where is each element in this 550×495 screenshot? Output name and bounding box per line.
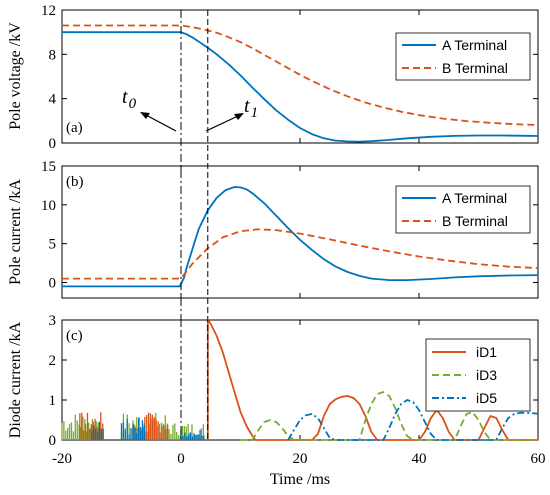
t0-arrow: [145, 114, 177, 132]
panel-tag-a: (a): [66, 120, 83, 136]
switching-noise-burst: [61, 414, 103, 440]
legend-a-label-b-terminal: B Terminal: [442, 60, 508, 76]
switching-noise-burst: [180, 429, 205, 440]
t0-label: t0: [122, 86, 137, 112]
t1-arrow: [205, 115, 239, 132]
legend-a-label-a-terminal: A Terminal: [442, 37, 507, 53]
series-b-terminal-a: [62, 24, 539, 126]
legend-c-label-id3: iD3: [476, 367, 497, 383]
series-id5-c: [287, 399, 539, 441]
legend-b-label-a-terminal: A Terminal: [442, 190, 507, 206]
x-tick-label: 20: [293, 451, 308, 467]
plot-area-c: 0 1 2 3 -20 0 20 40 60: [49, 313, 546, 467]
panel-tag-c: (c): [66, 328, 83, 344]
t0-arrowhead: [140, 112, 150, 119]
panel-b: 0 5 10 15 Pole current /kA (b) A Terminal B…: [7, 159, 539, 299]
legend-b: A Terminal B Terminal: [395, 185, 531, 234]
t1-label: t1: [244, 95, 258, 121]
y-tick-label-a: 12: [41, 3, 56, 19]
legend-c-label-id5: iD5: [476, 390, 497, 406]
x-tick-label: 40: [412, 451, 427, 467]
y-tick-label-b: 0: [49, 275, 57, 291]
panel-c: 0 1 2 3 -20 0 20 40 60 Diode current /kA (c) iD1…: [7, 313, 546, 488]
series-a-terminal-b: [62, 186, 539, 288]
y-tick-label-b: 5: [49, 237, 57, 253]
y-axis-label-a: Pole voltage /kV: [7, 22, 24, 130]
x-tick-label: 60: [531, 451, 546, 467]
y-tick-label-a: 8: [49, 47, 57, 63]
event-lines: [180, 10, 209, 440]
plot-area-a: 0 4 8 12: [41, 3, 539, 152]
switching-noise-burst: [91, 421, 104, 440]
series-a-terminal-a: [62, 31, 539, 143]
x-tick-label: -20: [52, 451, 72, 467]
x-axis-label: Time /ms: [270, 471, 330, 488]
panel-tag-b: (b): [66, 174, 84, 190]
series-id3-c: [240, 391, 538, 441]
y-tick-label-b: 15: [41, 159, 56, 175]
y-axis-label-c: Diode current /kA: [7, 321, 24, 438]
series-b-terminal-b: [62, 228, 539, 280]
x-tick-label: 0: [177, 451, 185, 467]
y-tick-label-c: 2: [49, 353, 57, 369]
legend-c-label-id1: iD1: [476, 344, 497, 360]
panel-a: 0 4 8 12 Pole voltage /kV (a) A Terminal B …: [7, 3, 539, 152]
legend-b-box: [395, 185, 531, 234]
legend-a: A Terminal B Terminal: [395, 32, 531, 81]
switching-noise-burst: [120, 418, 145, 440]
y-tick-label-a: 4: [49, 92, 57, 108]
time-markers: t0 t1: [122, 86, 258, 132]
y-tick-label-c: 1: [49, 393, 57, 409]
legend-b-label-b-terminal: B Terminal: [442, 213, 508, 229]
y-tick-label-a: 0: [49, 136, 57, 152]
y-tick-label-b: 10: [41, 198, 56, 214]
y-tick-label-c: 3: [49, 313, 57, 329]
legend-a-box: [395, 32, 531, 81]
y-axis-label-b: Pole current /kA: [7, 179, 24, 285]
y-tick-label-c: 0: [49, 433, 57, 449]
legend-c: iD1 iD3 iD5: [425, 338, 531, 412]
plot-area-b: 0 5 10 15: [41, 159, 539, 298]
t1-arrowhead: [234, 113, 244, 120]
